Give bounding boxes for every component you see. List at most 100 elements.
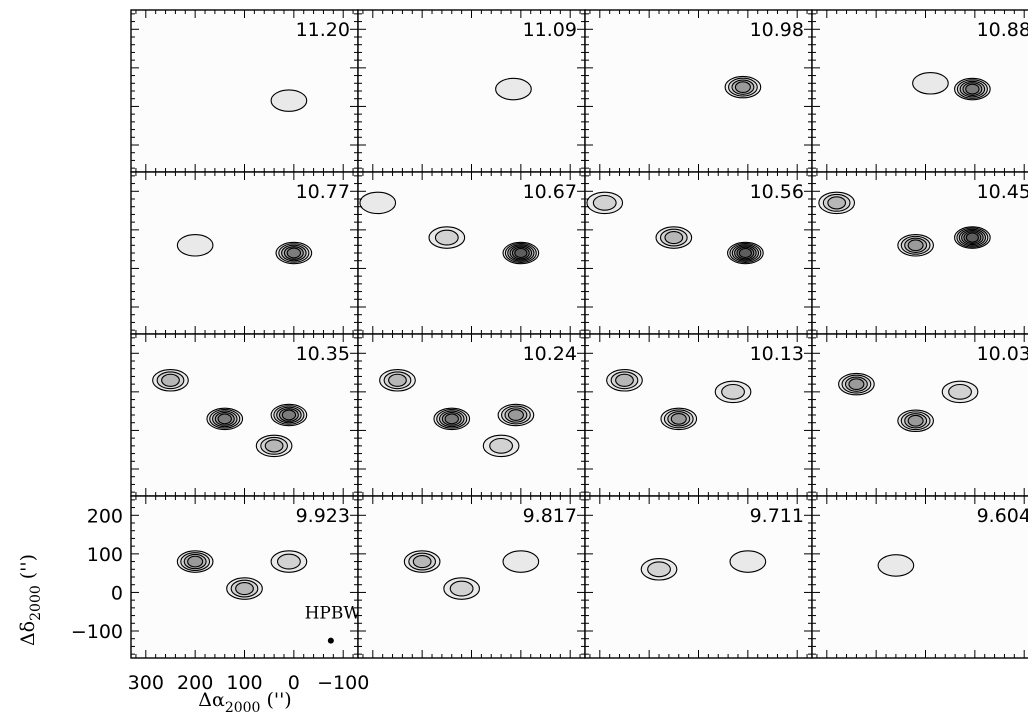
contour-level xyxy=(489,437,514,454)
velocity-label: 10.98 xyxy=(750,19,804,41)
contour-level xyxy=(502,550,540,573)
x-axis-title-unit: ('') xyxy=(266,689,291,711)
emission-contours xyxy=(838,372,979,433)
contour-level xyxy=(592,194,617,211)
y-axis-title: Δδ2000 ('') xyxy=(17,554,44,646)
contour-level xyxy=(721,383,745,400)
channel-panel: 10.88 xyxy=(811,9,1028,173)
panel-frame xyxy=(130,495,359,659)
contour-level xyxy=(281,409,297,421)
contour-level xyxy=(514,247,528,259)
contour-level xyxy=(647,561,671,578)
contour-level xyxy=(848,378,865,391)
velocity-label: 11.20 xyxy=(296,19,350,41)
emission-contours xyxy=(403,550,540,600)
contour-level xyxy=(734,81,751,94)
contour-level xyxy=(664,230,684,245)
panel-frame xyxy=(357,495,586,659)
channel-panel: 10.98 xyxy=(584,9,813,173)
velocity-label: 9.711 xyxy=(750,505,804,527)
channel-panel: 10.24 xyxy=(357,333,586,497)
x-axis-title: Δα2000 ('') xyxy=(198,689,291,713)
panel-ticks xyxy=(358,496,585,658)
contour-level xyxy=(412,554,432,569)
contour-level xyxy=(729,550,767,573)
y-tick-label: 200 xyxy=(87,505,123,527)
contour-level xyxy=(187,555,204,568)
emission-contours xyxy=(495,77,532,101)
channel-panel: 11.20 xyxy=(130,9,359,173)
contour-level xyxy=(276,553,301,570)
contour-level xyxy=(827,196,847,210)
contour-level xyxy=(877,554,915,577)
contour-level xyxy=(948,383,972,400)
emission-contours xyxy=(818,191,991,257)
y-tick-label: 100 xyxy=(87,544,123,566)
channel-panel: 10.35 xyxy=(130,333,359,497)
contour-level xyxy=(965,232,979,243)
velocity-label: 10.77 xyxy=(296,181,350,203)
velocity-label: 9.604 xyxy=(977,505,1028,527)
channel-panel: 10.03 xyxy=(811,333,1028,497)
velocity-label: 10.67 xyxy=(523,181,577,203)
channel-panel: 11.09 xyxy=(357,9,586,173)
contour-level xyxy=(217,413,232,425)
emission-contours xyxy=(270,89,308,112)
emission-contours xyxy=(724,75,762,99)
velocity-label: 9.817 xyxy=(523,505,577,527)
y-axis-title-unit: ('') xyxy=(17,554,39,579)
channel-panel: 9.604 xyxy=(811,495,1028,659)
emission-contours xyxy=(912,72,991,101)
x-tick-label: 100 xyxy=(226,672,262,694)
panel-frame xyxy=(130,171,359,335)
panel-ticks xyxy=(585,334,812,496)
panel-frame xyxy=(357,9,586,173)
emission-contours xyxy=(152,369,308,458)
contour-level xyxy=(444,413,459,425)
x-tick-label: 200 xyxy=(177,672,213,694)
y-axis-title-main: Δδ xyxy=(17,621,39,646)
contour-level xyxy=(359,191,397,215)
velocity-label: 10.45 xyxy=(977,181,1028,203)
beam-marker xyxy=(327,637,334,644)
y-axis-title-sub: 2000 xyxy=(28,585,44,621)
panel-ticks xyxy=(131,334,358,496)
contour-level xyxy=(176,234,214,257)
velocity-label: 10.56 xyxy=(750,181,804,203)
y-tick-label: −100 xyxy=(71,621,123,643)
axes-labels: Δδ2000 ('') Δα2000 ('') xyxy=(17,554,292,713)
contour-level xyxy=(495,77,532,101)
contour-level xyxy=(449,580,474,597)
panel-ticks xyxy=(358,172,585,334)
contour-level xyxy=(270,89,308,112)
channel-panel: 10.56 xyxy=(584,171,813,335)
panel-ticks xyxy=(131,496,358,658)
contour-level xyxy=(907,414,924,427)
contour-level xyxy=(235,581,254,596)
x-tick-label: 300 xyxy=(128,672,164,694)
contour-level xyxy=(161,373,180,387)
contour-level xyxy=(286,247,302,259)
contour-level xyxy=(264,439,284,453)
velocity-label: 11.09 xyxy=(523,19,577,41)
x-axis-title-main: Δα xyxy=(198,689,225,711)
channel-panel: 10.45 xyxy=(811,171,1028,335)
emission-contours xyxy=(586,191,764,265)
panel-ticks xyxy=(812,496,1025,658)
panel-ticks xyxy=(585,496,812,658)
emission-contours xyxy=(606,369,752,431)
emission-contours xyxy=(379,369,535,458)
emission-contours xyxy=(640,550,767,581)
velocity-label: 10.24 xyxy=(523,343,577,365)
velocity-label: 10.88 xyxy=(977,19,1028,41)
channel-panel: 9.923 −100 0 100 200 300 200 100 0 −100 HPBW xyxy=(71,495,369,694)
velocity-label: 10.13 xyxy=(750,343,804,365)
velocity-label: 10.03 xyxy=(977,343,1028,365)
contour-level xyxy=(507,409,524,421)
emission-contours xyxy=(359,191,540,265)
panel-ticks xyxy=(131,172,358,334)
contour-level xyxy=(907,239,924,252)
contour-level xyxy=(738,247,752,259)
panel-frame xyxy=(357,171,586,335)
